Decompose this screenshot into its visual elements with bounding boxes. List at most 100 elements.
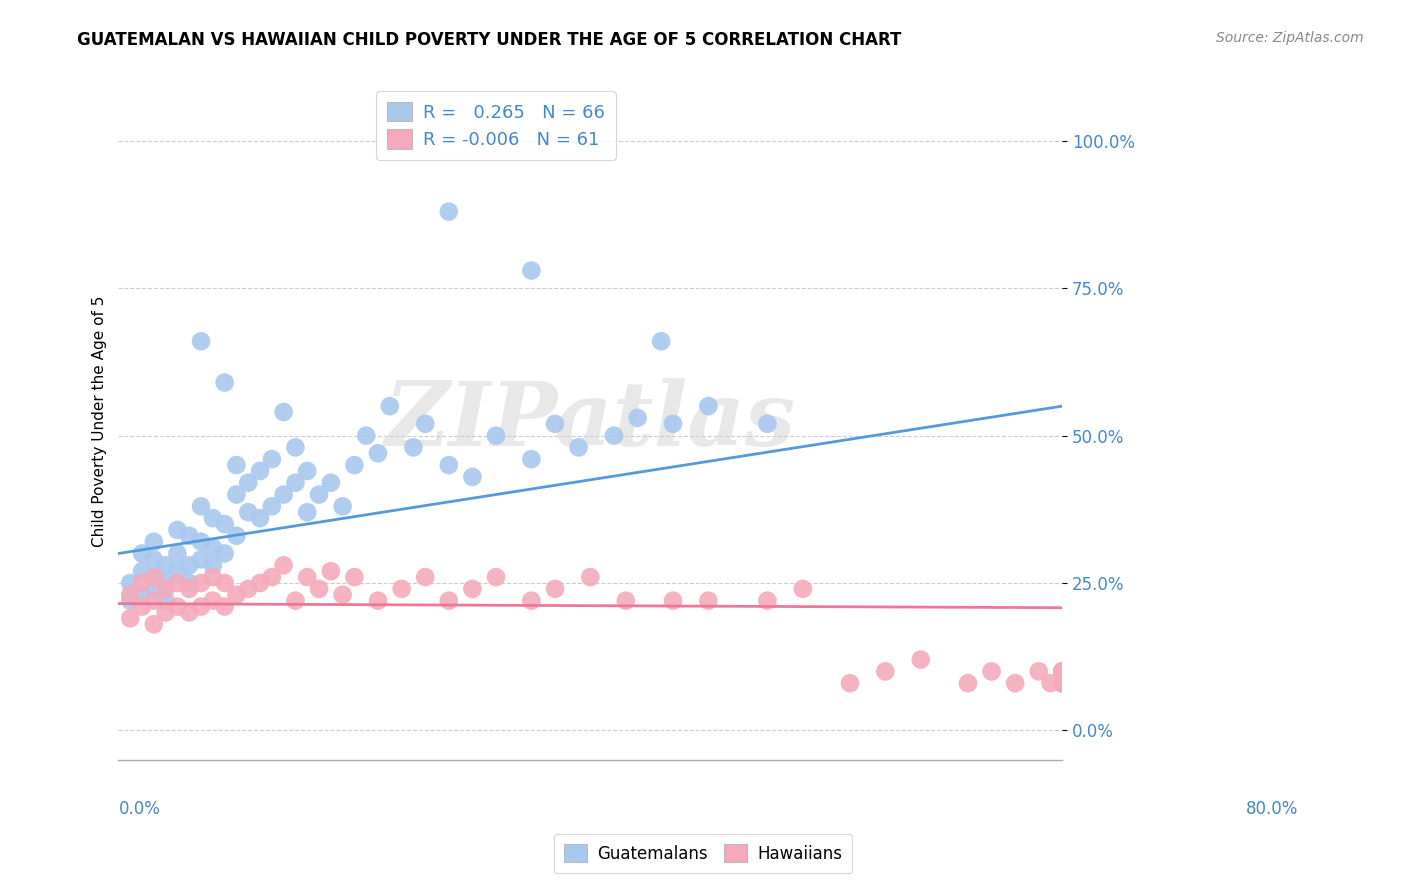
- Point: [308, 582, 330, 596]
- Point: [1052, 665, 1074, 679]
- Point: [214, 547, 236, 561]
- Point: [1004, 676, 1026, 690]
- Point: [225, 529, 247, 543]
- Point: [284, 441, 307, 455]
- Point: [120, 576, 142, 591]
- Point: [249, 464, 271, 478]
- Point: [544, 582, 567, 596]
- Point: [650, 334, 672, 349]
- Point: [190, 552, 212, 566]
- Point: [354, 428, 377, 442]
- Point: [839, 676, 862, 690]
- Point: [544, 417, 567, 431]
- Point: [166, 564, 188, 578]
- Point: [485, 428, 508, 442]
- Point: [155, 558, 177, 573]
- Point: [201, 558, 224, 573]
- Point: [284, 593, 307, 607]
- Point: [142, 570, 165, 584]
- Text: 0.0%: 0.0%: [118, 800, 160, 819]
- Point: [225, 458, 247, 472]
- Point: [520, 263, 543, 277]
- Point: [956, 676, 979, 690]
- Point: [792, 582, 814, 596]
- Point: [179, 576, 201, 591]
- Point: [260, 570, 283, 584]
- Point: [332, 588, 354, 602]
- Point: [179, 606, 201, 620]
- Point: [520, 593, 543, 607]
- Point: [273, 405, 295, 419]
- Point: [166, 523, 188, 537]
- Legend: Guatemalans, Hawaiians: Guatemalans, Hawaiians: [554, 834, 852, 873]
- Point: [308, 487, 330, 501]
- Point: [1052, 676, 1074, 690]
- Point: [520, 452, 543, 467]
- Point: [179, 558, 201, 573]
- Point: [249, 576, 271, 591]
- Point: [910, 652, 932, 666]
- Point: [297, 505, 319, 519]
- Point: [214, 576, 236, 591]
- Point: [568, 441, 591, 455]
- Point: [155, 606, 177, 620]
- Point: [402, 441, 425, 455]
- Point: [214, 516, 236, 531]
- Point: [142, 552, 165, 566]
- Point: [614, 593, 637, 607]
- Point: [166, 547, 188, 561]
- Point: [155, 582, 177, 596]
- Point: [1052, 676, 1074, 690]
- Point: [120, 611, 142, 625]
- Point: [201, 541, 224, 555]
- Point: [343, 570, 366, 584]
- Point: [1028, 665, 1050, 679]
- Text: Source: ZipAtlas.com: Source: ZipAtlas.com: [1216, 31, 1364, 45]
- Point: [238, 505, 260, 519]
- Point: [319, 475, 342, 490]
- Text: ZIPatlas: ZIPatlas: [385, 377, 796, 464]
- Point: [437, 593, 460, 607]
- Point: [249, 511, 271, 525]
- Point: [142, 570, 165, 584]
- Text: 80.0%: 80.0%: [1246, 800, 1298, 819]
- Point: [190, 500, 212, 514]
- Point: [238, 582, 260, 596]
- Point: [437, 204, 460, 219]
- Point: [166, 599, 188, 614]
- Point: [1039, 676, 1062, 690]
- Point: [297, 570, 319, 584]
- Point: [214, 376, 236, 390]
- Point: [225, 588, 247, 602]
- Point: [201, 593, 224, 607]
- Point: [155, 576, 177, 591]
- Point: [603, 428, 626, 442]
- Point: [179, 582, 201, 596]
- Point: [485, 570, 508, 584]
- Point: [131, 599, 153, 614]
- Point: [238, 475, 260, 490]
- Point: [190, 534, 212, 549]
- Point: [284, 475, 307, 490]
- Point: [1052, 665, 1074, 679]
- Point: [201, 511, 224, 525]
- Point: [179, 529, 201, 543]
- Point: [756, 417, 779, 431]
- Text: GUATEMALAN VS HAWAIIAN CHILD POVERTY UNDER THE AGE OF 5 CORRELATION CHART: GUATEMALAN VS HAWAIIAN CHILD POVERTY UND…: [77, 31, 901, 49]
- Point: [1052, 676, 1074, 690]
- Point: [273, 558, 295, 573]
- Point: [662, 417, 685, 431]
- Point: [201, 570, 224, 584]
- Point: [391, 582, 413, 596]
- Point: [1052, 665, 1074, 679]
- Point: [980, 665, 1002, 679]
- Point: [120, 588, 142, 602]
- Point: [662, 593, 685, 607]
- Point: [367, 593, 389, 607]
- Point: [260, 500, 283, 514]
- Point: [756, 593, 779, 607]
- Point: [332, 500, 354, 514]
- Point: [131, 547, 153, 561]
- Point: [214, 599, 236, 614]
- Point: [413, 570, 436, 584]
